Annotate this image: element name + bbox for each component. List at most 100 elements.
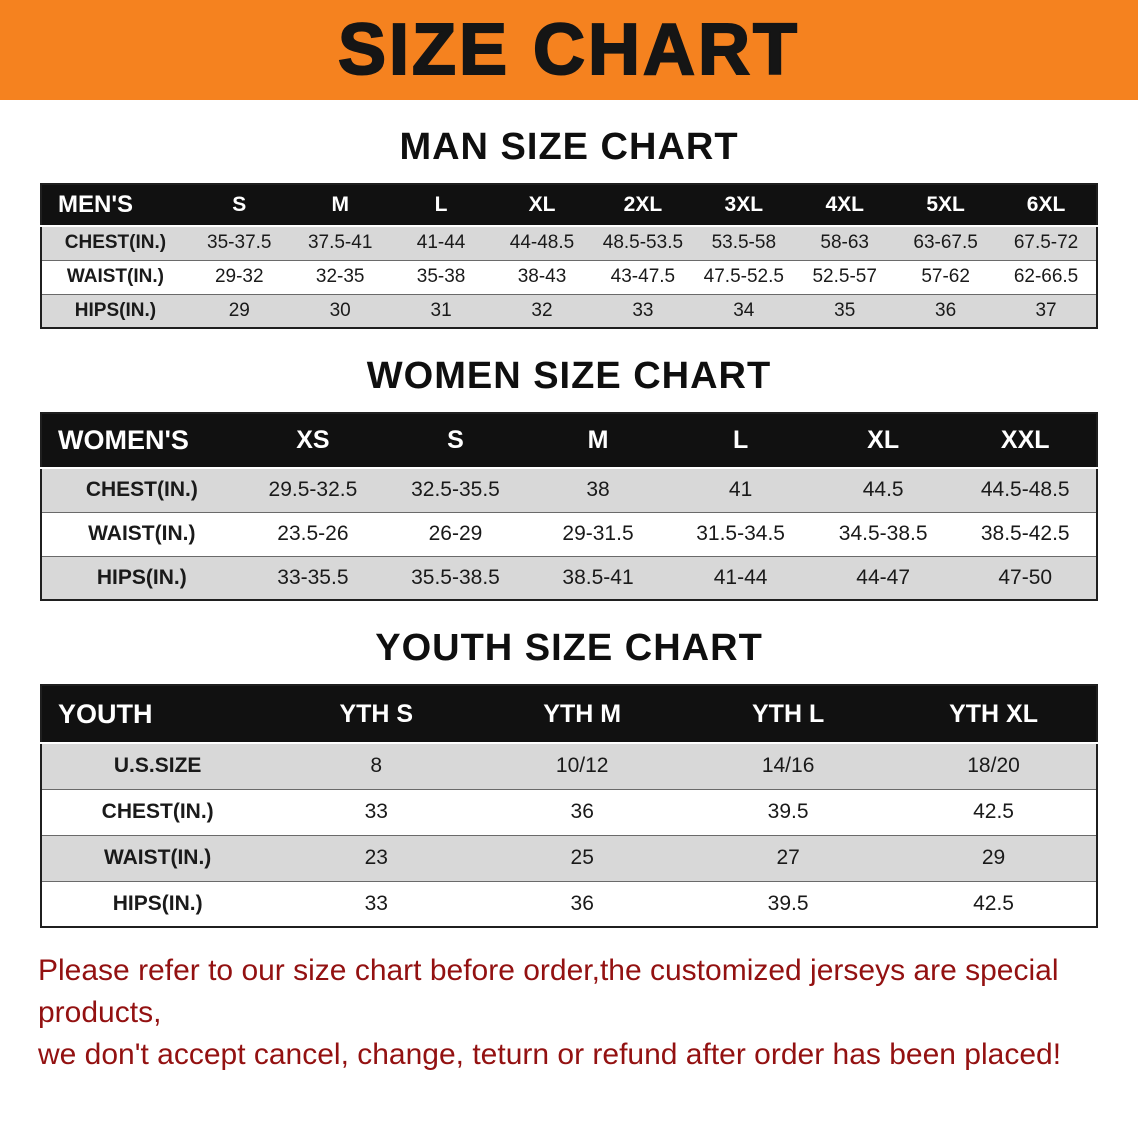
size-column-header: XXL [954, 413, 1097, 469]
value-cell: 35-37.5 [188, 226, 290, 260]
value-cell: 35.5-38.5 [384, 556, 527, 600]
youth-size-table: YOUTH YTH S YTH M YTH L YTH XL U.S.SIZE 8 10/12… [40, 684, 1098, 928]
value-cell: 41-44 [390, 226, 492, 260]
value-cell: 29 [188, 294, 290, 328]
value-cell: 35-38 [390, 260, 492, 294]
size-column-header: YTH L [685, 685, 892, 744]
value-cell: 44-48.5 [491, 226, 593, 260]
value-cell: 41-44 [669, 556, 812, 600]
size-column-header: S [384, 413, 527, 469]
size-column-header: S [188, 184, 290, 227]
value-cell: 33 [273, 789, 480, 835]
table-row: HIPS(IN.) 33 36 39.5 42.5 [41, 881, 1097, 927]
value-cell: 32 [491, 294, 593, 328]
value-cell: 41 [669, 468, 812, 512]
value-cell: 43-47.5 [592, 260, 694, 294]
value-cell: 25 [479, 835, 686, 881]
size-column-header: 4XL [794, 184, 896, 227]
value-cell: 29-31.5 [526, 512, 670, 556]
value-cell: 32.5-35.5 [384, 468, 527, 512]
row-label-cell: WAIST(IN.) [41, 512, 242, 556]
value-cell: 47.5-52.5 [693, 260, 795, 294]
value-cell: 33 [273, 881, 480, 927]
table-row: WAIST(IN.) 29-32 32-35 35-38 38-43 43-47.5 47.… [41, 260, 1097, 294]
row-label-cell: HIPS(IN.) [41, 294, 189, 328]
man-size-table: MEN'S S M L XL 2XL 3XL 4XL 5XL 6XL CHEST(IN.) 35-37… [40, 183, 1098, 329]
value-cell: 35 [794, 294, 896, 328]
value-cell: 36 [479, 881, 686, 927]
value-cell: 34 [693, 294, 795, 328]
man-size-chart-heading: MAN SIZE CHART [399, 126, 739, 168]
size-column-header: L [390, 184, 492, 227]
value-cell: 37.5-41 [289, 226, 391, 260]
size-column-header: 2XL [592, 184, 694, 227]
value-cell: 36 [895, 294, 997, 328]
value-cell: 38 [526, 468, 670, 512]
value-cell: 63-67.5 [895, 226, 997, 260]
value-cell: 29.5-32.5 [241, 468, 385, 512]
size-column-header: YTH S [273, 685, 480, 744]
value-cell: 30 [289, 294, 391, 328]
value-cell: 18/20 [891, 743, 1097, 789]
size-column-header: YTH XL [891, 685, 1097, 744]
size-column-header: XS [241, 413, 385, 469]
value-cell: 31.5-34.5 [669, 512, 812, 556]
value-cell: 37 [996, 294, 1097, 328]
banner-title: SIZE CHART [337, 9, 800, 91]
value-cell: 44.5 [811, 468, 955, 512]
size-column-header: M [526, 413, 670, 469]
size-column-header: YTH M [479, 685, 686, 744]
size-column-header: XL [491, 184, 593, 227]
value-cell: 42.5 [891, 881, 1097, 927]
man-size-table-wrap: MEN'S S M L XL 2XL 3XL 4XL 5XL 6XL CHEST(IN.) 35-37… [0, 183, 1138, 329]
value-cell: 44-47 [811, 556, 955, 600]
value-cell: 10/12 [479, 743, 686, 789]
value-cell: 53.5-58 [693, 226, 795, 260]
value-cell: 33-35.5 [241, 556, 385, 600]
footer-disclaimer-line2: we don't accept cancel, change, teturn o… [38, 1038, 1062, 1071]
value-cell: 27 [685, 835, 892, 881]
value-cell: 26-29 [384, 512, 527, 556]
size-column-header: 6XL [996, 184, 1097, 227]
table-row: U.S.SIZE 8 10/12 14/16 18/20 [41, 743, 1097, 789]
table-row: CHEST(IN.) 35-37.5 37.5-41 41-44 44-48.5 48.5… [41, 226, 1097, 260]
women-size-table-wrap: WOMEN'S XS S M L XL XXL CHEST(IN.) 29.5-32.5 32.5… [0, 412, 1138, 601]
value-cell: 32-35 [289, 260, 391, 294]
value-cell: 38.5-41 [526, 556, 670, 600]
value-cell: 39.5 [685, 881, 892, 927]
value-cell: 42.5 [891, 789, 1097, 835]
row-label-cell: CHEST(IN.) [41, 789, 274, 835]
value-cell: 23 [273, 835, 480, 881]
value-cell: 38.5-42.5 [954, 512, 1097, 556]
table-row: CHEST(IN.) 33 36 39.5 42.5 [41, 789, 1097, 835]
women-size-table: WOMEN'S XS S M L XL XXL CHEST(IN.) 29.5-32.5 32.5… [40, 412, 1098, 601]
table-row: WAIST(IN.) 23.5-26 26-29 29-31.5 31.5-34.5 34… [41, 512, 1097, 556]
value-cell: 47-50 [954, 556, 1097, 600]
table-header-row: YOUTH YTH S YTH M YTH L YTH XL [41, 685, 1097, 744]
value-cell: 57-62 [895, 260, 997, 294]
value-cell: 38-43 [491, 260, 593, 294]
women-size-chart-heading: WOMEN SIZE CHART [366, 355, 772, 397]
size-chart-banner: SIZE CHART [0, 0, 1138, 100]
table-title-cell: MEN'S [41, 184, 189, 227]
size-column-header: 5XL [895, 184, 997, 227]
value-cell: 8 [273, 743, 480, 789]
value-cell: 34.5-38.5 [811, 512, 955, 556]
table-header-row: MEN'S S M L XL 2XL 3XL 4XL 5XL 6XL [41, 184, 1097, 227]
value-cell: 29 [891, 835, 1097, 881]
table-header-row: WOMEN'S XS S M L XL XXL [41, 413, 1097, 469]
row-label-cell: CHEST(IN.) [41, 468, 242, 512]
value-cell: 29-32 [188, 260, 290, 294]
value-cell: 44.5-48.5 [954, 468, 1097, 512]
table-row: HIPS(IN.) 29 30 31 32 33 34 35 36 37 [41, 294, 1097, 328]
value-cell: 33 [592, 294, 694, 328]
value-cell: 67.5-72 [996, 226, 1097, 260]
value-cell: 31 [390, 294, 492, 328]
table-row: CHEST(IN.) 29.5-32.5 32.5-35.5 38 41 44.5 44.5… [41, 468, 1097, 512]
size-column-header: 3XL [693, 184, 795, 227]
value-cell: 52.5-57 [794, 260, 896, 294]
youth-size-chart-heading: YOUTH SIZE CHART [375, 627, 763, 669]
value-cell: 39.5 [685, 789, 892, 835]
footer-disclaimer: Please refer to our size chart before or… [0, 950, 1138, 1076]
value-cell: 14/16 [685, 743, 892, 789]
